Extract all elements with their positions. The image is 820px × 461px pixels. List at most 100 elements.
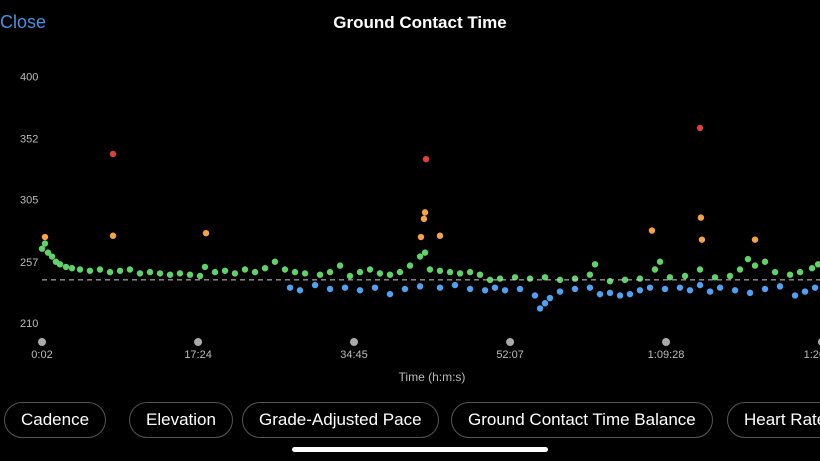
data-point: [476, 271, 484, 278]
data-point: [326, 285, 334, 293]
data-point: [41, 240, 49, 247]
data-point: [241, 266, 249, 273]
data-point: [422, 155, 430, 163]
data-point: [776, 283, 784, 290]
data-point: [44, 249, 52, 256]
data-point: [541, 300, 549, 307]
data-point: [436, 232, 444, 239]
y-tick-label: 210: [20, 318, 38, 330]
data-point: [686, 287, 694, 294]
data-point: [356, 287, 364, 294]
data-point: [336, 262, 344, 269]
data-point: [146, 268, 154, 276]
x-tick-mark: [506, 338, 515, 346]
metric-button[interactable]: Grade-Adjusted Pace: [242, 402, 439, 438]
data-point: [786, 271, 794, 278]
data-point: [166, 271, 174, 278]
data-point: [636, 275, 644, 282]
data-point: [186, 271, 194, 278]
metric-button[interactable]: Ground Contact Time Balance: [451, 402, 713, 438]
data-point: [106, 268, 114, 276]
data-point: [341, 284, 349, 291]
data-point: [626, 290, 634, 298]
data-point: [496, 275, 504, 282]
screen-title: Ground Contact Time: [333, 13, 507, 32]
data-point: [96, 266, 104, 273]
data-point: [366, 266, 374, 273]
data-point: [696, 124, 704, 132]
x-tick-label: 1:09:28: [648, 349, 685, 361]
data-point: [491, 284, 499, 291]
data-point: [446, 268, 454, 276]
data-point: [68, 265, 76, 272]
data-point: [726, 272, 734, 280]
data-point: [62, 263, 70, 271]
data-point: [796, 268, 804, 276]
data-point: [541, 274, 549, 281]
y-tick-label: 305: [20, 195, 38, 207]
data-point: [286, 284, 294, 291]
data-point: [371, 284, 379, 291]
data-point: [251, 268, 259, 276]
data-point: [417, 233, 425, 241]
data-point: [396, 268, 404, 276]
data-point: [698, 236, 706, 243]
data-point: [697, 214, 705, 221]
data-point: [466, 268, 474, 276]
data-point: [586, 271, 594, 278]
data-point: [606, 277, 614, 285]
data-point: [271, 258, 279, 265]
data-point: [201, 263, 209, 271]
data-point: [486, 276, 494, 284]
x-tick-label: 34:45: [340, 349, 368, 361]
data-point: [176, 270, 184, 277]
metric-button[interactable]: Cadence: [4, 402, 107, 438]
data-point: [586, 284, 594, 291]
data-point: [621, 276, 629, 284]
data-point: [606, 289, 614, 297]
metric-button[interactable]: Elevation: [129, 402, 233, 438]
data-point: [386, 271, 394, 278]
data-point: [326, 268, 334, 276]
data-point: [746, 289, 754, 297]
data-point: [661, 285, 669, 293]
data-point: [86, 267, 94, 274]
data-point: [291, 268, 299, 276]
data-point: [406, 262, 414, 269]
data-point: [536, 305, 544, 312]
data-point: [261, 265, 269, 272]
data-point: [466, 285, 474, 293]
data-point: [791, 292, 799, 299]
data-point: [426, 266, 434, 273]
data-point: [56, 261, 64, 268]
chart: 210 257 305 352 400 0:02 17:24 34:45 52:07 1:09:2…: [20, 71, 820, 384]
x-axis-label: Time (h:m:s): [399, 370, 466, 384]
data-point: [301, 270, 309, 277]
data-point: [596, 290, 604, 298]
y-tick-label: 257: [20, 257, 38, 269]
data-point: [648, 227, 656, 234]
data-point: [716, 284, 724, 291]
x-tick-label: 17:24: [184, 349, 212, 361]
data-point: [456, 270, 464, 277]
data-point: [636, 287, 644, 294]
data-point: [116, 267, 124, 274]
data-point: [696, 281, 704, 289]
x-tick-mark: [38, 338, 46, 346]
data-point: [296, 287, 304, 294]
data-point: [696, 266, 704, 273]
close-button[interactable]: Close: [0, 12, 47, 32]
data-point: [571, 285, 579, 293]
data-point: [41, 233, 49, 241]
data-point: [591, 261, 599, 268]
data-point: [744, 255, 752, 263]
data-point: [771, 268, 779, 276]
data-point: [202, 229, 210, 237]
data-point: [109, 232, 117, 239]
metric-button[interactable]: Heart Rate: [727, 402, 820, 438]
data-point: [676, 284, 684, 291]
data-point: [421, 209, 429, 216]
data-point: [646, 284, 654, 291]
x-tick-label: 52:07: [496, 349, 524, 361]
data-point: [156, 270, 164, 277]
